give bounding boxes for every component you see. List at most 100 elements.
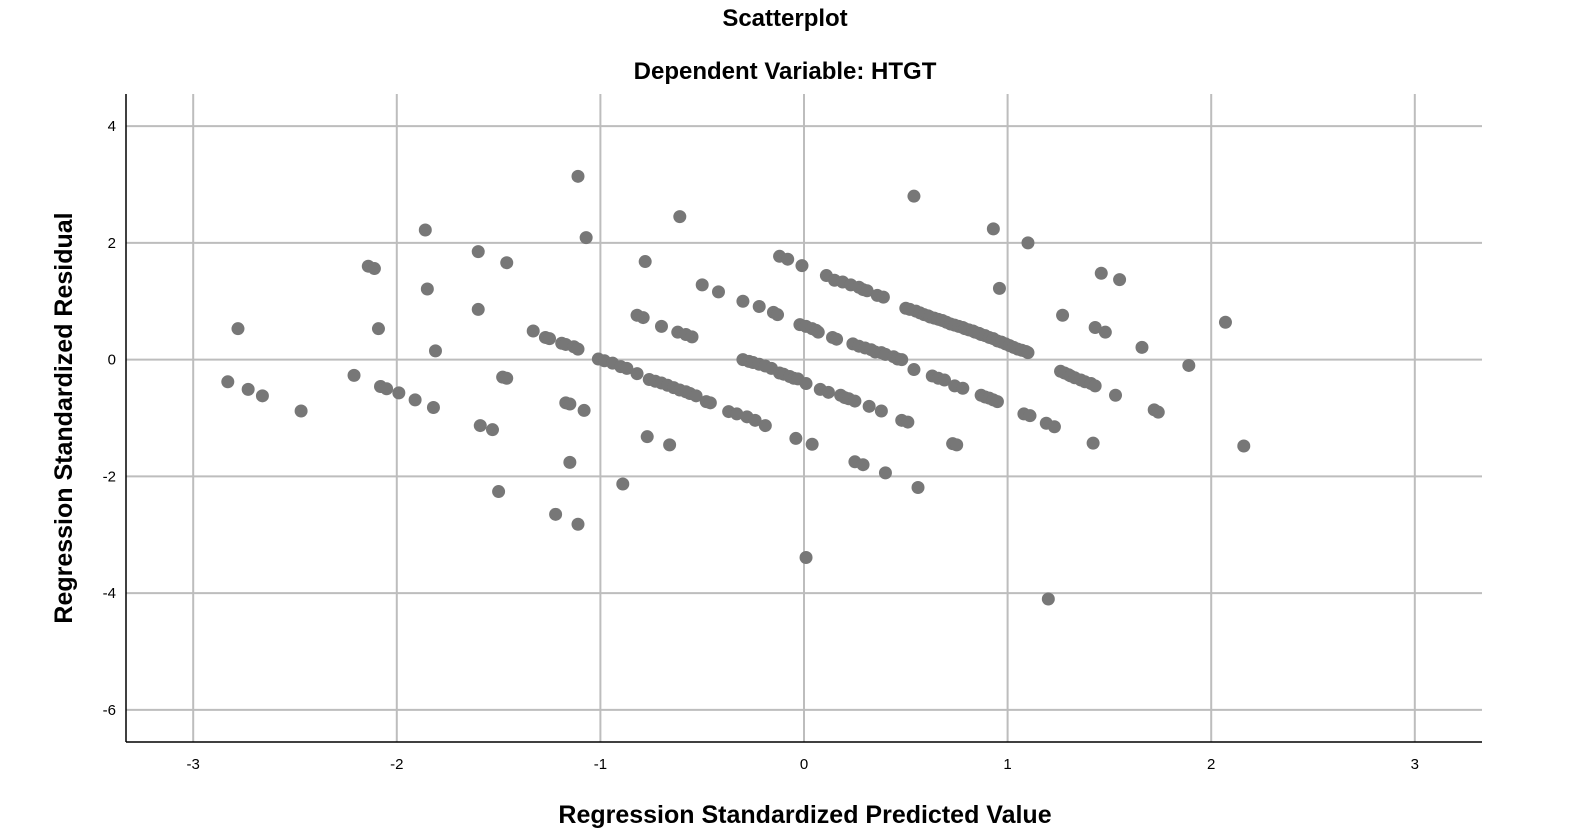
data-point (1135, 340, 1149, 354)
x-tick-label: -2 (390, 756, 403, 773)
data-point (748, 413, 762, 427)
data-point (689, 389, 703, 403)
data-point (736, 294, 750, 308)
chart-subtitle: Dependent Variable: HTGT (633, 58, 937, 85)
data-point (830, 332, 844, 346)
data-point (542, 332, 556, 346)
data-point (1218, 315, 1232, 329)
data-point (418, 223, 432, 237)
data-point (862, 399, 876, 413)
x-tick-label: 2 (1207, 756, 1215, 773)
data-point (428, 344, 442, 358)
y-tick-label: -6 (103, 702, 116, 719)
data-point (1023, 409, 1037, 423)
x-tick-labels: -3 -2 -1 0 1 2 3 (187, 756, 1419, 773)
data-point (856, 458, 870, 472)
data-point (703, 396, 717, 410)
x-tick-label: 1 (1003, 756, 1011, 773)
data-point (347, 368, 361, 382)
data-point (563, 455, 577, 469)
data-points (221, 169, 1251, 606)
data-point (758, 419, 772, 433)
data-point (1041, 592, 1055, 606)
data-point (1109, 388, 1123, 402)
data-point (1113, 273, 1127, 287)
y-tick-label: 2 (108, 235, 116, 252)
data-point (526, 324, 540, 338)
data-point (500, 256, 514, 270)
data-point (730, 407, 744, 421)
data-point (1237, 439, 1251, 453)
data-point (485, 423, 499, 437)
data-point (549, 507, 563, 521)
data-point (799, 377, 813, 391)
x-tick-label: 0 (800, 756, 808, 773)
y-tick-label: -2 (103, 468, 116, 485)
data-point (805, 437, 819, 451)
data-point (1088, 321, 1102, 335)
data-point (1021, 236, 1035, 250)
x-tick-label: -3 (187, 756, 200, 773)
data-point (471, 245, 485, 259)
y-tick-label: 0 (108, 352, 116, 369)
data-point (571, 342, 585, 356)
data-point (426, 400, 440, 414)
data-point (571, 517, 585, 531)
data-point (811, 325, 825, 339)
data-point (860, 284, 874, 298)
data-point (1094, 266, 1108, 280)
data-point (1056, 308, 1070, 322)
axes (125, 94, 1482, 743)
data-point (563, 397, 577, 411)
x-axis-label: Regression Standardized Predicted Value (558, 801, 1051, 829)
data-point (380, 382, 394, 396)
data-point (799, 551, 813, 565)
data-point (992, 281, 1006, 295)
y-tick-label: -4 (103, 585, 116, 602)
data-point (577, 403, 591, 417)
data-point (752, 299, 766, 313)
data-point (711, 285, 725, 299)
data-point (492, 485, 506, 499)
data-point (420, 282, 434, 296)
data-point (500, 371, 514, 385)
data-point (294, 404, 308, 418)
data-point (907, 363, 921, 377)
data-point (789, 431, 803, 445)
data-point (367, 262, 381, 276)
data-point (673, 210, 687, 224)
data-point (795, 259, 809, 273)
data-point (1098, 325, 1112, 339)
data-point (471, 302, 485, 316)
data-point (579, 231, 593, 245)
data-point (654, 319, 668, 333)
gridlines (126, 94, 1482, 742)
data-point (901, 415, 915, 429)
data-point (1151, 405, 1165, 419)
data-point (640, 430, 654, 444)
data-point (990, 395, 1004, 409)
data-point (620, 361, 634, 375)
data-point (630, 367, 644, 381)
data-point (907, 189, 921, 203)
data-point (221, 375, 235, 389)
data-point (1086, 436, 1100, 450)
data-point (986, 222, 1000, 236)
data-point (1088, 379, 1102, 393)
data-point (1021, 346, 1035, 360)
data-point (695, 278, 709, 292)
data-point (255, 389, 269, 403)
data-point (937, 373, 951, 387)
data-point (636, 311, 650, 325)
data-point (878, 466, 892, 480)
y-axis-label: Regression Standardized Residual (50, 212, 78, 623)
data-point (408, 393, 422, 407)
data-point (950, 438, 964, 452)
data-point (1182, 358, 1196, 372)
data-point (895, 353, 909, 367)
data-point (771, 308, 785, 322)
data-point (821, 385, 835, 399)
x-tick-label: 3 (1411, 756, 1419, 773)
data-point (663, 438, 677, 452)
